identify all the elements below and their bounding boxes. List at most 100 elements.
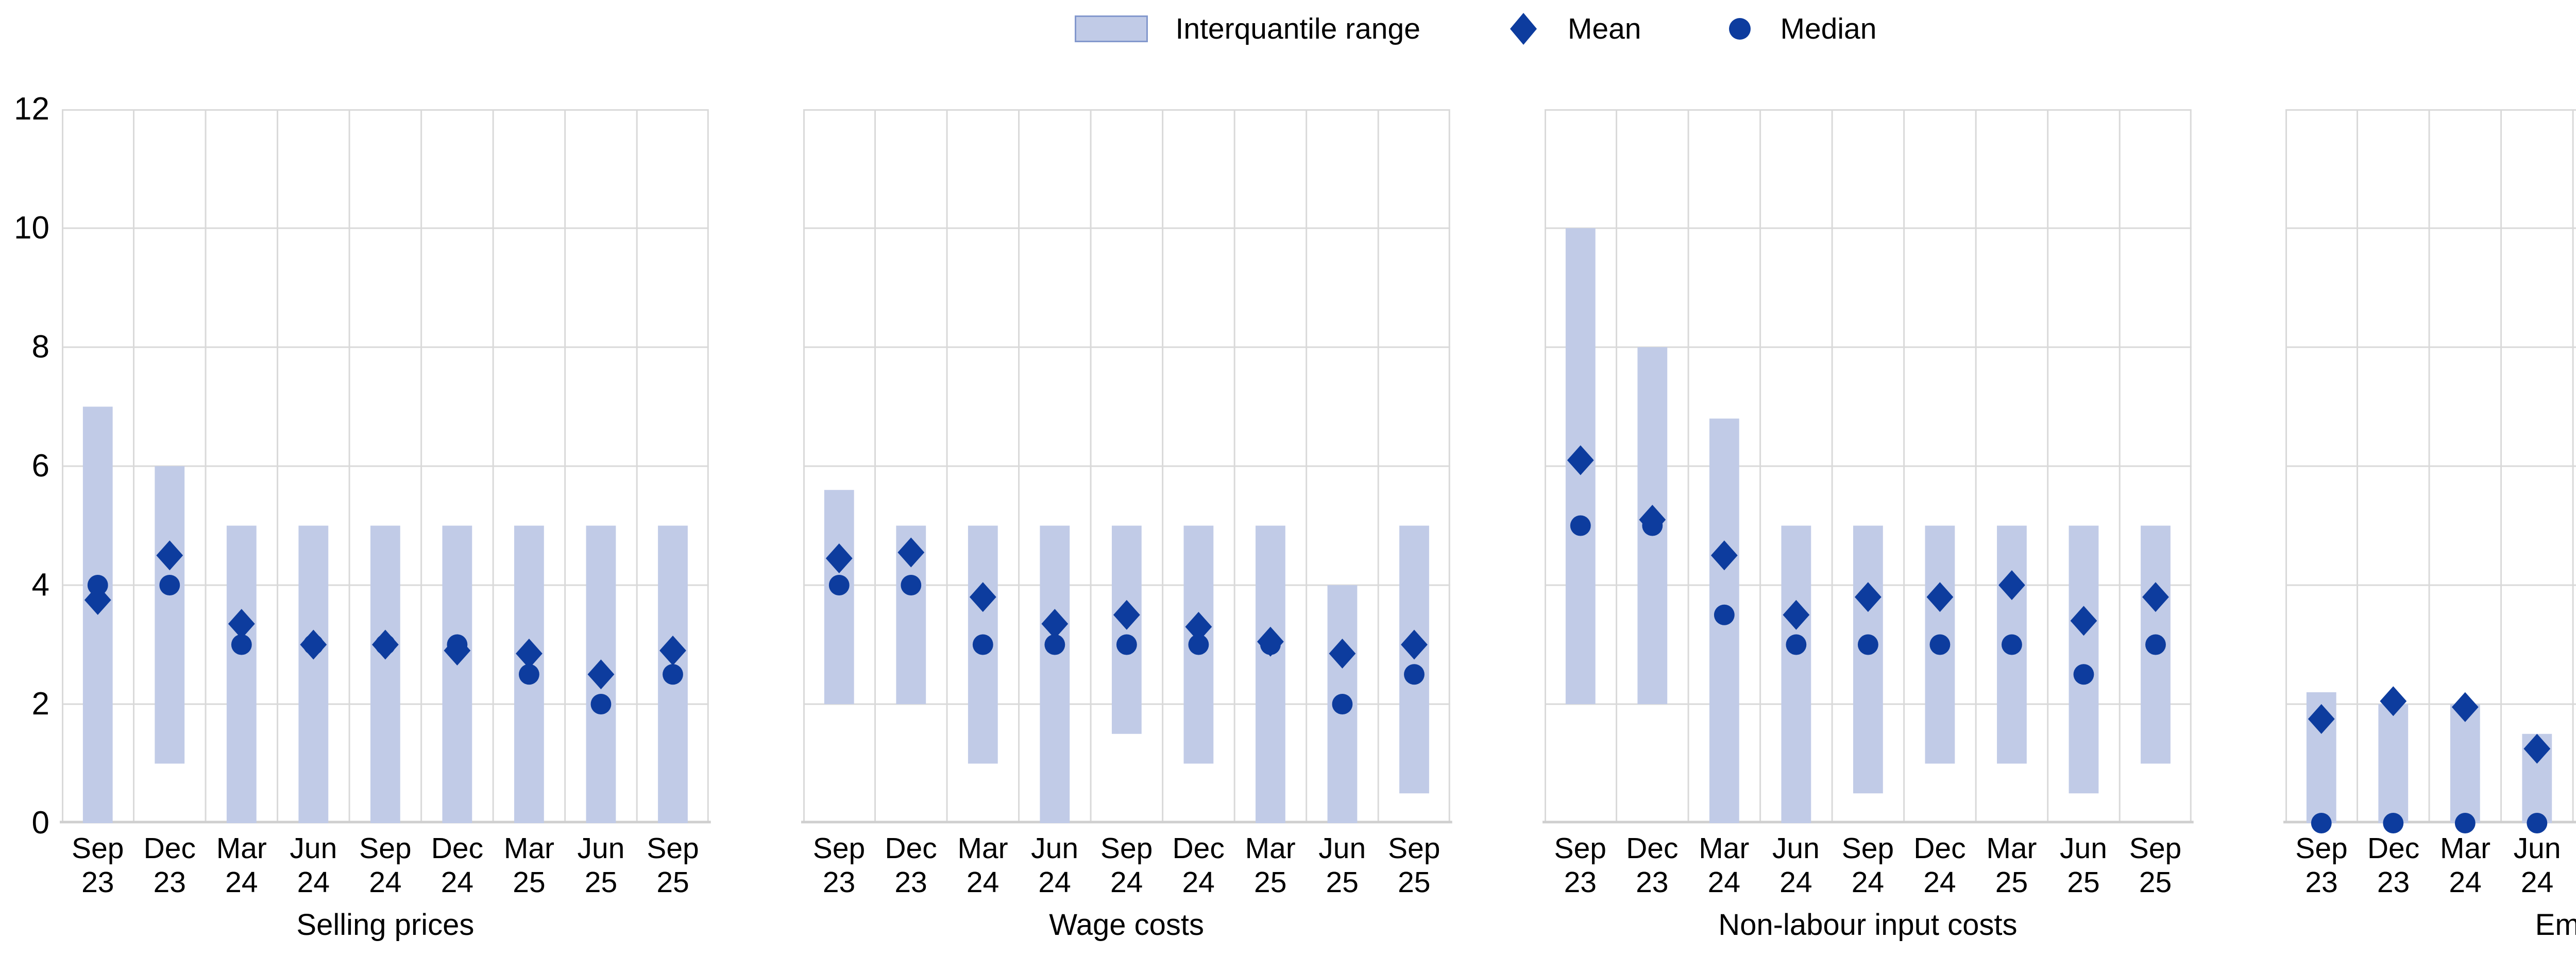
x-tick-label: Sep 25	[2120, 831, 2192, 899]
x-tick-month: Sep	[1554, 832, 1606, 865]
x-tick-year: 24	[1923, 866, 1956, 899]
x-tick-month: Jun	[1772, 832, 1820, 865]
mean-marker	[228, 609, 255, 639]
median-marker	[1641, 515, 1663, 536]
iqr-bar	[2450, 704, 2480, 823]
x-tick-month: Dec	[1913, 832, 1966, 865]
mean-marker	[1185, 611, 1212, 642]
legend-item-iqr: Interquantile range	[1074, 12, 1420, 45]
plot-svg	[2283, 109, 2576, 833]
mean-marker	[156, 540, 183, 571]
iqr-bar	[824, 490, 854, 704]
x-tick-label: Sep 23	[803, 831, 875, 899]
x-tick-month: Dec	[143, 832, 196, 865]
x-tick-year: 23	[2377, 866, 2410, 899]
x-tick-month: Dec	[885, 832, 937, 865]
panel-title: Employees	[2535, 908, 2576, 942]
x-tick-year: 24	[225, 866, 258, 899]
x-tick-month: Sep	[2295, 832, 2348, 865]
x-tick-month: Mar	[1986, 832, 2037, 865]
median-marker	[1332, 694, 1353, 714]
x-tick-year: 23	[894, 866, 927, 899]
iqr-bar	[442, 525, 472, 823]
plot-border	[2285, 109, 2576, 823]
x-tick-year: 25	[2139, 866, 2172, 899]
plot-area	[60, 109, 711, 824]
panel-title: Selling prices	[296, 908, 474, 942]
x-tick-label: Dec 23	[875, 831, 947, 899]
x-tick-year: 24	[1038, 866, 1071, 899]
x-tick-year: 25	[1995, 866, 2028, 899]
x-tick-year: 25	[2067, 866, 2100, 899]
x-tick-label: Sep 23	[2285, 831, 2358, 899]
x-tick-label: Dec 23	[134, 831, 206, 899]
iqr-bar	[1853, 525, 1883, 794]
median-marker	[2527, 813, 2548, 833]
iqr-bar	[2378, 704, 2409, 823]
y-tick-label: 10	[14, 210, 49, 246]
x-tick-year: 24	[1851, 866, 1885, 899]
x-tick-label: Jun 24	[1019, 831, 1091, 899]
x-tick-month: Sep	[72, 832, 124, 865]
median-marker	[1260, 634, 1281, 655]
x-tick-month: Mar	[503, 832, 555, 865]
iqr-swatch-icon	[1074, 15, 1148, 42]
median-marker	[2001, 634, 2022, 655]
x-tick-year: 25	[1254, 866, 1287, 899]
x-tick-label: Jun 24	[1760, 831, 1832, 899]
x-tick-month: Jun	[577, 832, 625, 865]
x-tick-month: Mar	[1699, 832, 1750, 865]
legend-label-iqr: Interquantile range	[1175, 12, 1420, 45]
median-marker	[231, 634, 252, 655]
panel-non-labour-input-costs: Sep 23 Dec 23 Mar 24 Jun 24 Sep 24 Dec 24 Mar 25 Jun 25…	[1542, 109, 2194, 941]
x-tick-year: 23	[1564, 866, 1597, 899]
x-tick-month: Jun	[290, 832, 337, 865]
x-tick-month: Jun	[2513, 832, 2561, 865]
x-tick-month: Sep	[647, 832, 699, 865]
median-marker	[2311, 813, 2332, 833]
x-tick-year: 23	[1636, 866, 1669, 899]
iqr-bar	[298, 525, 329, 823]
x-tick-label: Dec 24	[421, 831, 494, 899]
plot-svg	[60, 109, 711, 824]
iqr-bar	[2069, 525, 2098, 794]
x-tick-label: Sep 25	[1378, 831, 1450, 899]
x-tick-label: Sep 23	[1545, 831, 1617, 899]
y-tick-label: 2	[31, 686, 49, 722]
y-tick-label: 6	[31, 448, 49, 484]
x-tick-year: 25	[513, 866, 546, 899]
x-tick-label: Mar 25	[1976, 831, 2048, 899]
plot-area	[2283, 109, 2576, 833]
x-tick-year: 25	[656, 866, 689, 899]
x-tick-label: Jun 25	[1306, 831, 1378, 899]
plot-svg	[801, 109, 1452, 824]
x-tick-month: Mar	[1245, 832, 1296, 865]
x-tick-month: Sep	[1388, 832, 1440, 865]
median-marker	[2455, 813, 2476, 833]
median-marker	[828, 575, 850, 595]
x-tick-year: 25	[584, 866, 618, 899]
iqr-bar	[370, 525, 400, 823]
mean-marker	[1854, 582, 1882, 612]
x-tick-label: Jun 24	[2501, 831, 2573, 899]
x-tick-year: 24	[440, 866, 474, 899]
x-tick-month: Sep	[1841, 832, 1894, 865]
x-tick-month: Mar	[957, 832, 1008, 865]
x-tick-month: Jun	[2060, 832, 2107, 865]
x-tick-month: Mar	[216, 832, 267, 865]
y-tick-label: 12	[14, 91, 49, 127]
y-tick-label: 0	[31, 805, 49, 841]
mean-marker	[1113, 600, 1140, 630]
x-tick-year: 24	[1182, 866, 1215, 899]
x-tick-year: 23	[822, 866, 856, 899]
x-tick-year: 23	[2305, 866, 2338, 899]
median-marker	[2145, 634, 2166, 655]
panel-employees: Sep23Dec23Mar24Jun24Sep24Dec24Mar25Jun25…	[2283, 109, 2576, 942]
x-tick-year: 24	[1110, 866, 1143, 899]
plot-area	[1542, 109, 2194, 824]
